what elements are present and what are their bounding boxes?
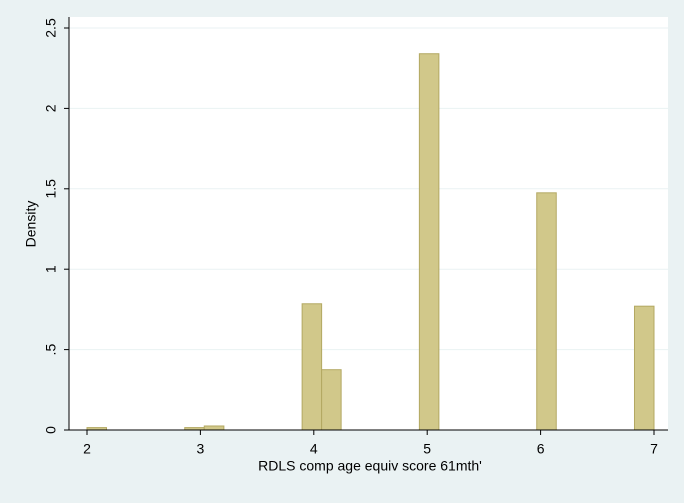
y-tick-label: 2.5 bbox=[43, 18, 59, 38]
x-tick-label: 6 bbox=[537, 441, 545, 457]
x-axis-title: RDLS comp age equiv score 61mth' bbox=[258, 458, 482, 474]
x-tick-label: 5 bbox=[423, 441, 431, 457]
y-tick-label: 0 bbox=[43, 426, 59, 434]
x-tick-label: 3 bbox=[197, 441, 205, 457]
bar bbox=[203, 425, 225, 431]
bar bbox=[418, 53, 440, 431]
x-tick-label: 2 bbox=[83, 441, 91, 457]
bar bbox=[301, 303, 323, 431]
y-tick-label: 2 bbox=[43, 104, 59, 112]
bar bbox=[321, 369, 342, 431]
y-tick-label: 1 bbox=[43, 265, 59, 273]
y-axis-title: Density bbox=[23, 201, 39, 248]
y-tick-label: 1.5 bbox=[43, 179, 59, 199]
plot-area bbox=[69, 17, 668, 430]
x-tick-label: 4 bbox=[310, 441, 318, 457]
y-tick-label: .5 bbox=[43, 344, 59, 356]
x-tick-label: 7 bbox=[650, 441, 658, 457]
bar bbox=[536, 192, 557, 431]
bar bbox=[633, 305, 655, 431]
